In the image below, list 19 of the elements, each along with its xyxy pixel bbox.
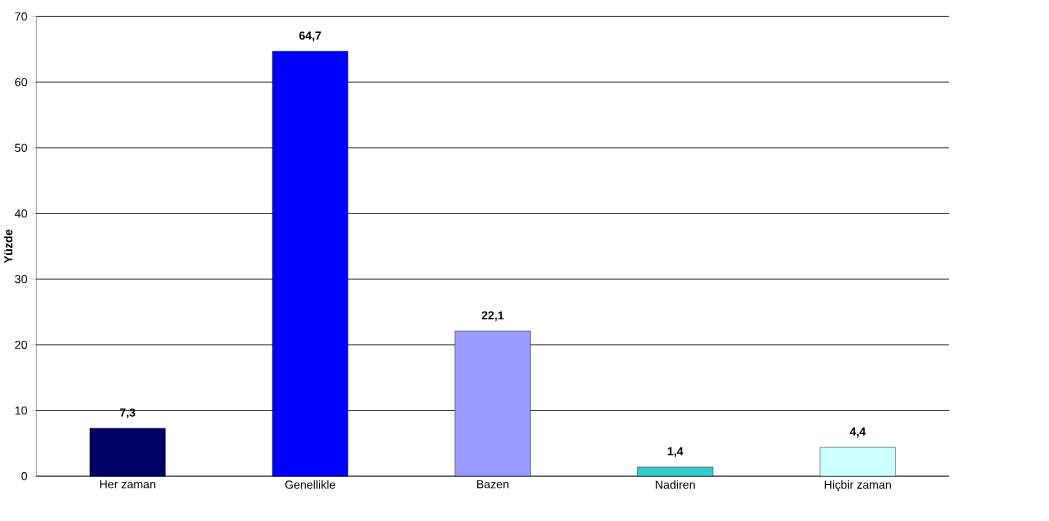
x-tick-label: Nadiren — [655, 480, 695, 489]
y-axis-title: Yüzde — [3, 229, 13, 264]
y-tick-label: 70 — [15, 12, 27, 21]
data-label: 1,4 — [667, 447, 684, 458]
x-tick-label: Hiçbir zaman — [824, 480, 891, 492]
data-label: 7,3 — [120, 408, 136, 419]
y-tick-label: 40 — [14, 209, 27, 218]
y-tick-label: 20 — [15, 340, 27, 350]
data-label: 64,7 — [299, 31, 321, 42]
x-tick-label: Genellikle — [285, 480, 336, 489]
y-tick-label: 30 — [14, 275, 27, 284]
x-tick-label: Her zaman — [100, 480, 156, 489]
y-tick-label: 60 — [15, 78, 27, 87]
x-tick-label: Bazen — [477, 480, 509, 489]
data-label: 22,1 — [481, 311, 504, 322]
y-tick-label: 50 — [15, 143, 27, 153]
data-label: 4,4 — [849, 427, 866, 438]
y-tick-label: 10 — [15, 406, 27, 415]
y-tick-label: 0 — [21, 472, 27, 481]
